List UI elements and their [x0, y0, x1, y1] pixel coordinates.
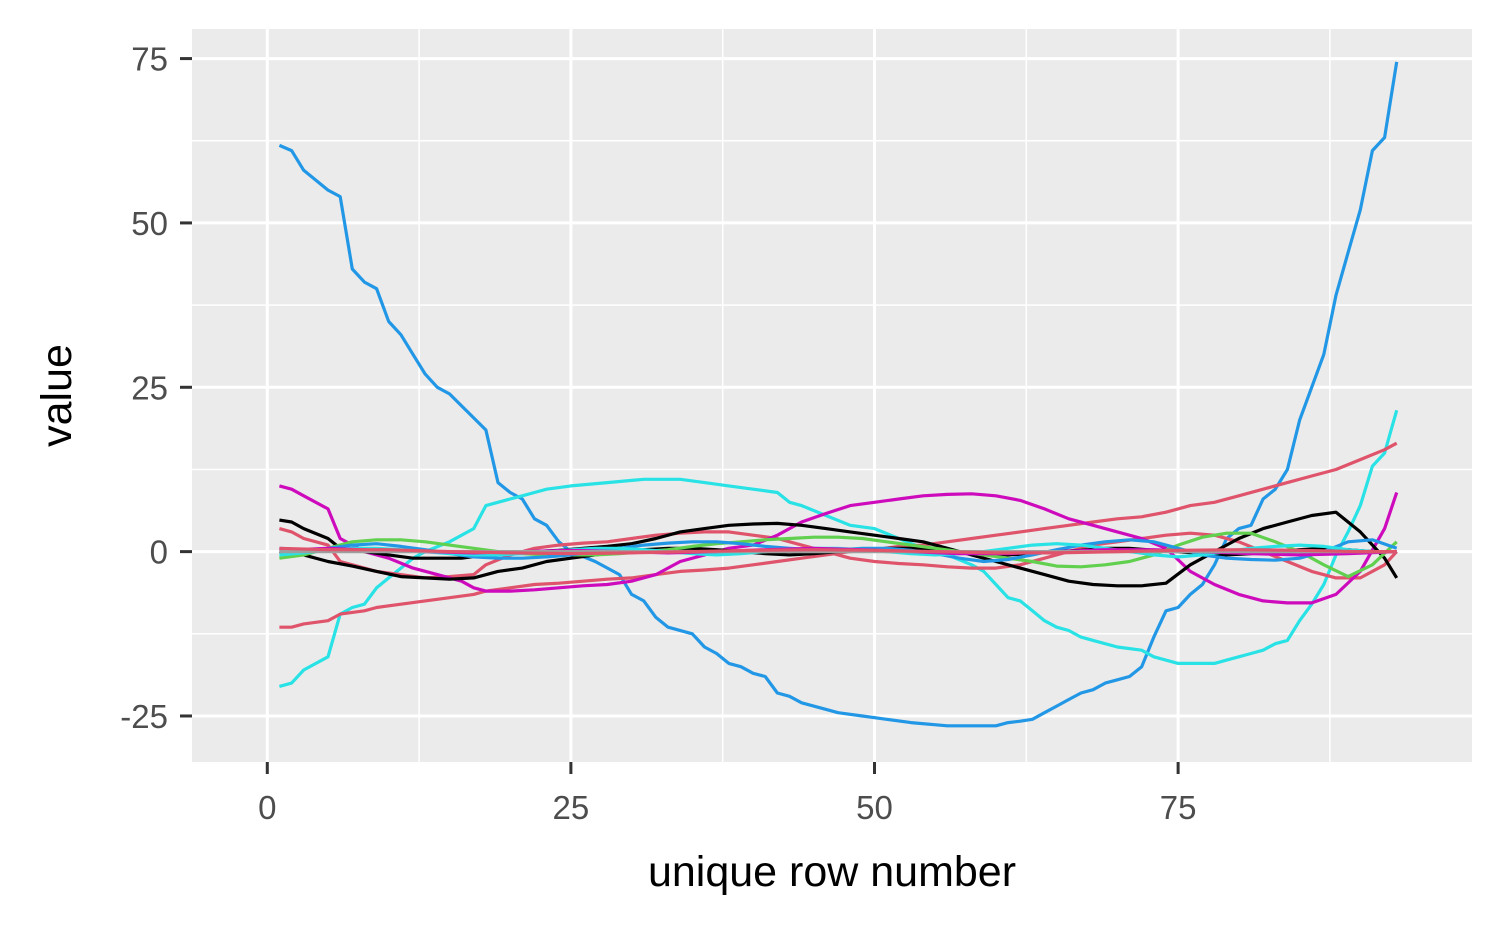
- series-line-5: [278, 484, 1399, 605]
- x-tick-label: 50: [856, 789, 893, 826]
- series-line-13: [279, 546, 1397, 556]
- series-line-8: [279, 531, 1398, 579]
- y-tick-label: 25: [131, 369, 168, 406]
- tick-labels: 0 25 50 75 -25 0 25 50 75: [120, 41, 1196, 826]
- x-tick-label: 25: [553, 789, 590, 826]
- x-tick-label: 0: [258, 789, 276, 826]
- series-lines: [278, 61, 1399, 728]
- x-axis-title: unique row number: [648, 848, 1016, 896]
- y-tick-label: 0: [150, 534, 168, 571]
- series-line-3: [279, 441, 1398, 629]
- x-tick-label: 75: [1160, 789, 1197, 826]
- y-tick-label: 50: [131, 205, 168, 242]
- minor-gridlines: [192, 29, 1472, 762]
- axis-ticks: [180, 57, 1180, 774]
- y-axis-title: value: [33, 344, 81, 447]
- y-tick-label: 75: [131, 41, 168, 78]
- series-line-1: [278, 61, 1399, 728]
- y-tick-label: -25: [120, 698, 168, 735]
- plot-panel: [192, 29, 1472, 762]
